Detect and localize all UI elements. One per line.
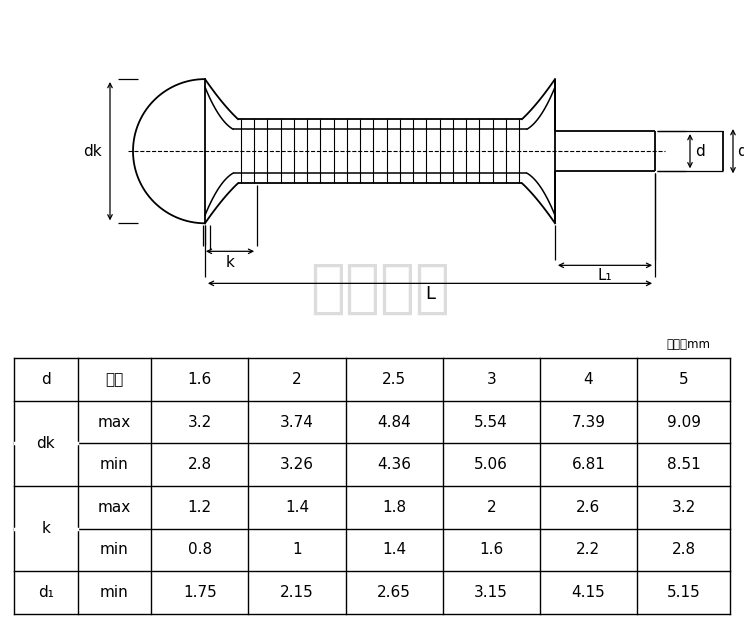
Text: 4.36: 4.36 xyxy=(377,457,411,472)
Text: 1.8: 1.8 xyxy=(382,500,406,515)
Text: 6.81: 6.81 xyxy=(571,457,606,472)
Text: 3.26: 3.26 xyxy=(280,457,314,472)
Text: max: max xyxy=(97,415,131,430)
Text: 0.8: 0.8 xyxy=(187,543,212,558)
Text: 3: 3 xyxy=(487,372,496,387)
Text: 2.2: 2.2 xyxy=(577,543,600,558)
Text: 5: 5 xyxy=(679,372,688,387)
Text: 2: 2 xyxy=(487,500,496,515)
Text: d₁: d₁ xyxy=(38,585,54,600)
Text: 5.15: 5.15 xyxy=(667,585,700,600)
Text: d: d xyxy=(695,144,705,159)
Text: dk: dk xyxy=(83,144,101,159)
Text: 1: 1 xyxy=(292,543,302,558)
Text: 1.6: 1.6 xyxy=(479,543,504,558)
Text: L₁: L₁ xyxy=(597,268,612,283)
Text: 1.6: 1.6 xyxy=(187,372,212,387)
Text: 2.8: 2.8 xyxy=(672,543,696,558)
Text: 7.39: 7.39 xyxy=(571,415,606,430)
Text: min: min xyxy=(100,585,129,600)
Text: 单位：mm: 单位：mm xyxy=(667,338,711,351)
Text: d: d xyxy=(41,372,51,387)
Text: max: max xyxy=(97,500,131,515)
Text: dk: dk xyxy=(36,436,55,451)
Text: k: k xyxy=(41,521,50,536)
Text: min: min xyxy=(100,543,129,558)
Text: 海平五金: 海平五金 xyxy=(310,260,450,317)
Text: 2.15: 2.15 xyxy=(280,585,314,600)
Text: 3.15: 3.15 xyxy=(474,585,508,600)
Text: min: min xyxy=(100,457,129,472)
Text: 1.75: 1.75 xyxy=(183,585,217,600)
Text: 1.4: 1.4 xyxy=(382,543,406,558)
Text: 2.5: 2.5 xyxy=(382,372,406,387)
Text: 5.06: 5.06 xyxy=(474,457,508,472)
Text: d₁: d₁ xyxy=(737,144,744,159)
Text: 5.54: 5.54 xyxy=(475,415,508,430)
Text: 4.15: 4.15 xyxy=(571,585,606,600)
Text: k: k xyxy=(225,255,234,270)
Text: 9.09: 9.09 xyxy=(667,415,701,430)
Text: 3.2: 3.2 xyxy=(187,415,212,430)
Text: 8.51: 8.51 xyxy=(667,457,700,472)
Text: 2.65: 2.65 xyxy=(377,585,411,600)
Text: L: L xyxy=(425,285,435,303)
Text: 1.4: 1.4 xyxy=(285,500,309,515)
Text: 1.2: 1.2 xyxy=(187,500,212,515)
Text: 3.2: 3.2 xyxy=(671,500,696,515)
Text: 4.84: 4.84 xyxy=(377,415,411,430)
Text: 4: 4 xyxy=(583,372,593,387)
Text: 2.6: 2.6 xyxy=(577,500,600,515)
Text: 2.8: 2.8 xyxy=(187,457,212,472)
Text: 2: 2 xyxy=(292,372,302,387)
Text: 3.74: 3.74 xyxy=(280,415,314,430)
Text: 公称: 公称 xyxy=(106,372,124,387)
